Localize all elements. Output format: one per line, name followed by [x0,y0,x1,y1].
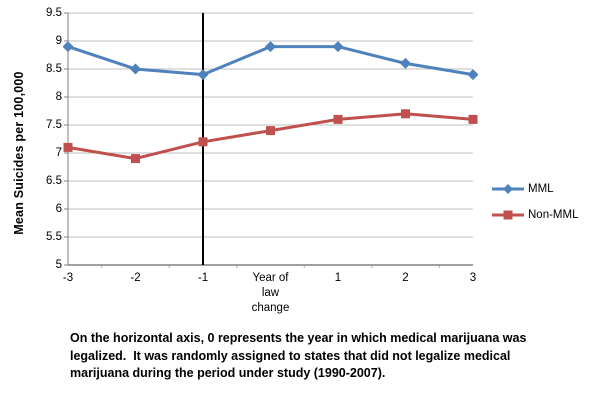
y-tick-label: 7 [55,146,62,159]
x-tick-label: 1 [334,272,342,284]
x-tick-label: 3 [469,272,477,284]
data-point-square [333,114,343,124]
y-tick-label: 6 [55,202,62,215]
data-point-square [63,142,73,152]
legend: MML Non-MML [492,176,578,228]
data-point-square [198,137,208,147]
data-point-square [131,154,140,164]
x-tick-label: 2 [402,272,409,284]
data-point-square [401,109,410,119]
data-point-diamond [62,41,74,53]
data-point-square [266,126,275,136]
y-tick-label: 5 [55,258,62,271]
legend-entry-mml: MML [492,176,578,202]
legend-marker-square-icon [492,210,524,220]
legend-marker-diamond-icon [492,184,524,194]
legend-entry-non-mml: Non-MML [492,202,578,228]
data-point-diamond [130,63,141,75]
data-point-diamond [197,69,209,81]
data-point-diamond [467,69,479,81]
y-tick-label: 6.5 [46,174,62,187]
data-point-diamond [400,57,411,69]
y-tick-label: 5.5 [46,230,62,243]
y-tick-label: 8.5 [46,62,62,75]
x-tick-label: -3 [62,272,74,284]
legend-label: Non-MML [528,209,579,221]
data-point-diamond [265,41,276,53]
y-tick-label: 7.5 [46,118,62,131]
data-point-diamond [332,41,344,53]
legend-label: MML [528,183,554,195]
caption: On the horizontal axis, 0 represents the… [70,331,530,380]
y-tick-label: 9.5 [46,6,62,19]
series-line-non-mml [67,112,474,161]
y-tick-label: 9 [55,34,62,47]
x-tick-label: -2 [130,272,141,284]
x-tick-label: -1 [197,272,209,284]
y-tick-label: 8 [55,90,62,103]
x-tick-label: Year of law change [251,272,290,314]
data-point-square [468,114,478,124]
